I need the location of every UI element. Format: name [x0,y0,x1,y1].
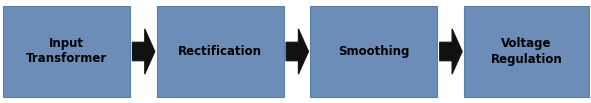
FancyBboxPatch shape [310,6,437,97]
Polygon shape [132,29,155,74]
Polygon shape [440,29,462,74]
Text: Smoothing: Smoothing [338,45,410,58]
Text: Voltage
Regulation: Voltage Regulation [491,37,563,66]
Text: Rectification: Rectification [178,45,262,58]
Polygon shape [286,29,309,74]
Text: Input
Transformer: Input Transformer [26,37,107,66]
FancyBboxPatch shape [464,6,589,97]
FancyBboxPatch shape [157,6,284,97]
FancyBboxPatch shape [3,6,130,97]
